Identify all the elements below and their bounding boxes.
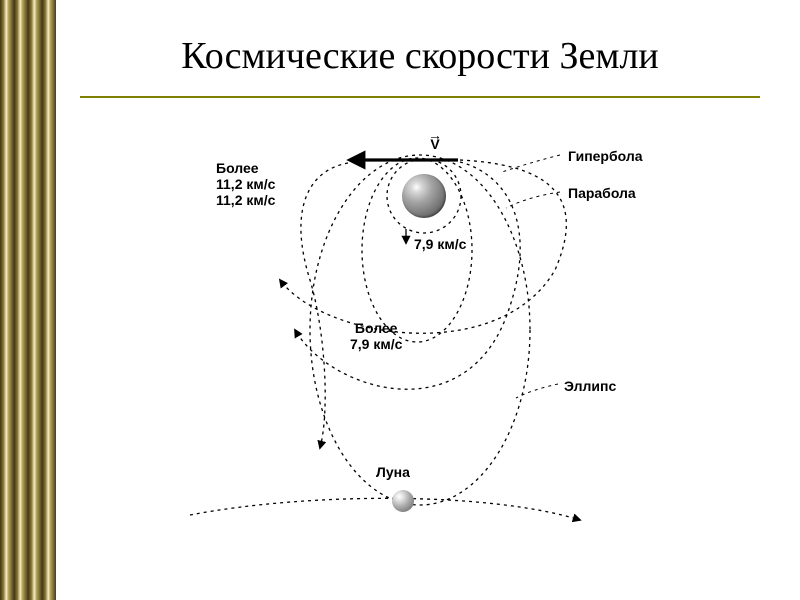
velocity-symbol: V: [430, 136, 439, 152]
label-more79: Более7,9 км/с: [350, 320, 402, 352]
leader-hyperbola: [502, 155, 560, 172]
slide: Космические скорости Земли: [0, 0, 800, 600]
earth-sphere: [402, 174, 446, 218]
velocity-label: → V: [422, 132, 448, 152]
ornament-rod: [0, 0, 14, 600]
label-parabola: Парабола: [568, 185, 636, 201]
label-ellipse: Эллипс: [564, 378, 616, 394]
side-ornament: [0, 0, 56, 600]
cosmic-velocities-diagram: → V Гипербола Парабола Эллипс Луна 7,9 к…: [160, 130, 720, 560]
label-112: 11,2 км/с: [216, 192, 275, 208]
moon-sphere: [392, 490, 414, 512]
ornament-rod: [42, 0, 56, 600]
moon-orbit-arc: [190, 498, 580, 520]
label-hyperbola: Гипербола: [568, 148, 643, 164]
slide-title: Космические скорости Земли: [80, 34, 760, 78]
label-79: 7,9 км/с: [414, 236, 466, 252]
label-moon: Луна: [376, 464, 410, 480]
leader-parabola: [506, 192, 560, 208]
leader-ellipse: [516, 384, 558, 398]
ornament-rod: [14, 0, 28, 600]
ornament-rod: [28, 0, 42, 600]
label-more112: Более11,2 км/с: [216, 160, 275, 192]
left-downward-path: [301, 163, 348, 448]
title-underline: [80, 96, 760, 98]
